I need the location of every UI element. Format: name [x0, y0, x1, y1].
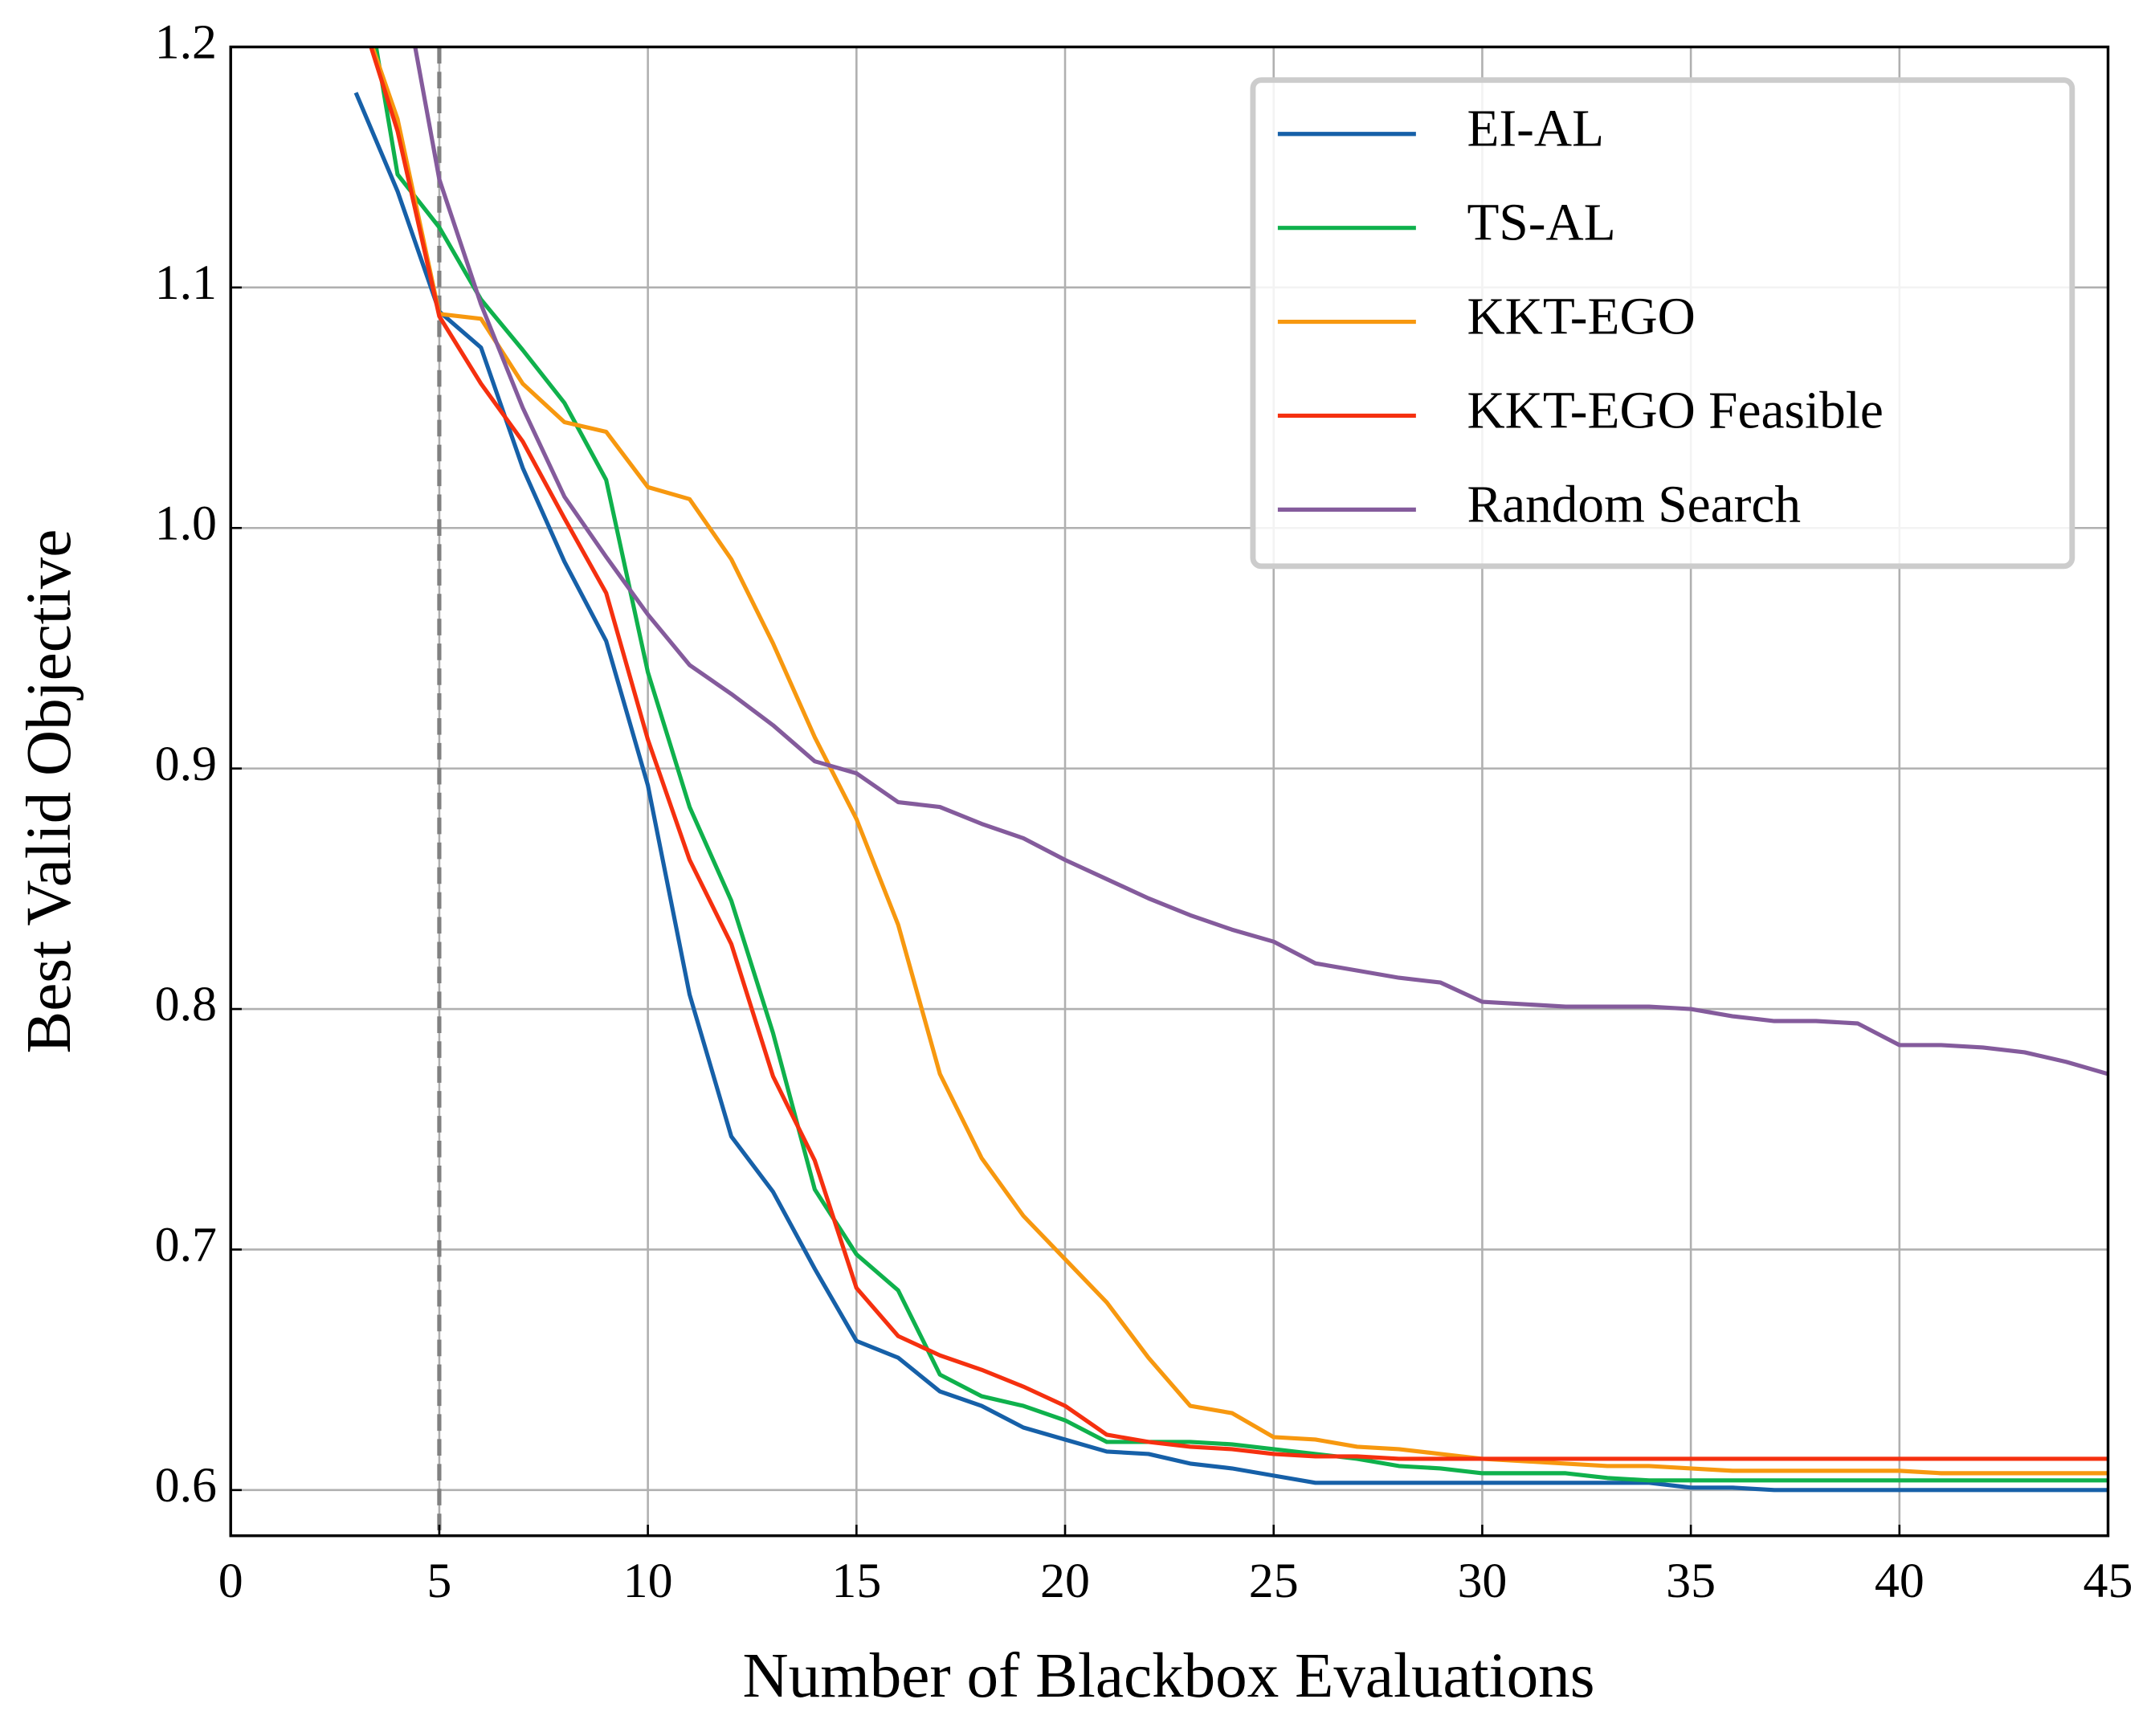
x-tick-label: 30	[1457, 1554, 1507, 1608]
x-tick-label: 45	[2084, 1554, 2133, 1608]
y-tick-label: 1.1	[155, 255, 217, 310]
legend-label: KKT-EGO Feasible	[1467, 382, 1884, 439]
plot-area	[353, 47, 2108, 1536]
series-line	[369, 47, 2108, 1461]
x-tick-label: 40	[1875, 1554, 1924, 1608]
x-tick-label: 5	[427, 1554, 451, 1608]
y-tick-label: 0.8	[155, 977, 217, 1031]
y-tick-label: 0.7	[155, 1218, 217, 1272]
legend-label: TS-AL	[1467, 194, 1616, 252]
y-tick-label: 1.0	[155, 496, 217, 550]
x-tick-label: 10	[623, 1554, 673, 1608]
x-tick-label: 35	[1666, 1554, 1716, 1608]
series-line	[413, 47, 2108, 1076]
x-tick-label: 20	[1040, 1554, 1090, 1608]
series-line	[373, 47, 2108, 1483]
x-tick-label: 0	[218, 1554, 243, 1608]
legend-label: Random Search	[1467, 476, 1802, 533]
legend-label: EI-AL	[1467, 100, 1605, 158]
y-tick-label: 1.2	[155, 15, 217, 70]
y-axis-label: Best Valid Objective	[14, 529, 84, 1054]
series-line	[353, 92, 2108, 1493]
series-line	[370, 47, 2108, 1476]
y-tick-label: 0.6	[155, 1458, 217, 1513]
x-tick-label: 15	[831, 1554, 881, 1608]
legend-box	[1250, 77, 2075, 570]
x-axis-label: Number of Blackbox Evaluations	[743, 1641, 1595, 1711]
axes-frame	[229, 45, 2110, 1538]
legend-label: KKT-EGO	[1467, 288, 1696, 346]
x-tick-label: 25	[1249, 1554, 1299, 1608]
y-tick-label: 0.9	[155, 737, 217, 791]
